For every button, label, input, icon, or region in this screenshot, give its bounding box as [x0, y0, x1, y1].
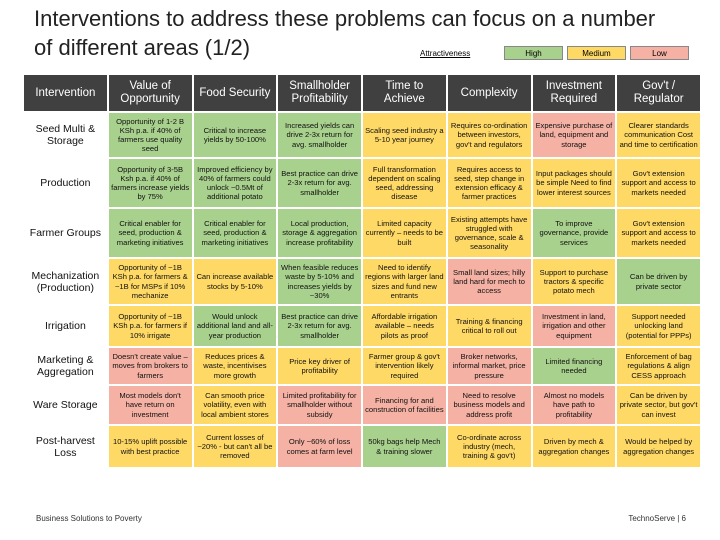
column-header: Smallholder Profitability	[278, 75, 361, 111]
legend-item: High	[504, 46, 563, 60]
footer-left: Business Solutions to Poverty	[36, 514, 142, 523]
column-header: Time to Achieve	[363, 75, 446, 111]
row-label: Marketing & Aggregation	[24, 348, 107, 384]
table-cell: Investment in land, irrigation and other…	[532, 306, 616, 346]
column-header: Complexity	[447, 75, 531, 111]
table-cell: Small land sizes; hilly land hard for me…	[447, 259, 531, 304]
row-label: Post-harvest Loss	[24, 426, 107, 467]
table-cell: Clearer standards communication Cost and…	[617, 113, 700, 157]
table-row: Irrigation Opportunity of ~1B KSh p.a. fo…	[24, 306, 700, 346]
table-cell: 50kg bags help Mech & training slower	[363, 426, 446, 467]
table-cell: Local production, storage & aggregation …	[278, 209, 361, 257]
table-cell: Training & financing critical to roll ou…	[447, 306, 531, 346]
row-label: Farmer Groups	[24, 209, 107, 257]
table-cell: Gov't extension support and access to ma…	[617, 209, 700, 257]
table-row: Ware Storage Most models don't have retur…	[24, 386, 700, 424]
table-cell: When feasible reduces waste by 5-10% and…	[278, 259, 361, 304]
table: Intervention Value of Opportunity Food Sec…	[22, 73, 702, 469]
table-row: Production Opportunity of 3-5B Ksh p.a. i…	[24, 159, 700, 207]
table-cell: Affordable irrigation available – needs …	[363, 306, 446, 346]
table-cell: Critical to increase yields by 50-100%	[193, 113, 277, 157]
table-cell: Only ~60% of loss comes at farm level	[278, 426, 361, 467]
row-label: Production	[24, 159, 107, 207]
column-header: Gov't / Regulator	[617, 75, 700, 111]
table-cell: Co-ordinate across industry (mech, train…	[447, 426, 531, 467]
row-label: Ware Storage	[24, 386, 107, 424]
table-cell: Scaling seed industry a 5-10 year journe…	[363, 113, 446, 157]
table-cell: Increased yields can drive 2-3x return f…	[278, 113, 361, 157]
legend-title: Attractiveness	[420, 48, 471, 58]
table-cell: Need to resolve business models and addr…	[447, 386, 531, 424]
column-header: Food Security	[193, 75, 277, 111]
table-cell: Limited profitability for smallholder wi…	[278, 386, 361, 424]
table-cell: Improved efficiency by 40% of farmers co…	[193, 159, 277, 207]
table-cell: Can increase available stocks by 5-10%	[193, 259, 277, 304]
table-cell: Would unlock additional land and all-yea…	[193, 306, 277, 346]
table-cell: Financing for and construction of facili…	[363, 386, 446, 424]
table-cell: Limited financing needed	[532, 348, 616, 384]
table-cell: Driven by mech & aggregation changes	[532, 426, 616, 467]
table-cell: Best practice can drive 2-3x return for …	[278, 306, 361, 346]
table-cell: Would be helped by aggregation changes	[617, 426, 700, 467]
table-cell: Support to purchase tractors & specific …	[532, 259, 616, 304]
column-header: Investment Required	[532, 75, 616, 111]
table-cell: Need to identify regions with larger lan…	[363, 259, 446, 304]
table-cell: Support needed unlocking land (potential…	[617, 306, 700, 346]
table-row: Mechanization (Production) Opportunity of…	[24, 259, 700, 304]
legend: Attractiveness High Medium Low	[420, 46, 689, 60]
footer-right: TechnoServe | 6	[628, 514, 686, 523]
legend-item: Low	[630, 46, 689, 60]
table-cell: Opportunity of ~1B KSh p.a. for farmers …	[108, 259, 192, 304]
table-cell: Almost no models have path to profitabil…	[532, 386, 616, 424]
table-cell: Best practice can drive 2-3x return for …	[278, 159, 361, 207]
table-row: Seed Multi & Storage Opportunity of 1-2 B…	[24, 113, 700, 157]
table-cell: 10-15% uplift possible with best practic…	[108, 426, 192, 467]
title: Interventions to address these problems …	[34, 6, 656, 60]
table-cell: Input packages should be simple Need to …	[532, 159, 616, 207]
row-label: Seed Multi & Storage	[24, 113, 107, 157]
table-cell: Requires co-ordination between investors…	[447, 113, 531, 157]
table-cell: Expensive purchase of land, equipment an…	[532, 113, 616, 157]
table-cell: Can be driven by private sector, but gov…	[617, 386, 700, 424]
table-cell: Reduces prices & waste, incentivises mor…	[193, 348, 277, 384]
row-label: Irrigation	[24, 306, 107, 346]
table-cell: To improve governance, provide services	[532, 209, 616, 257]
header-row: Intervention Value of Opportunity Food Sec…	[24, 75, 700, 111]
table-cell: Limited capacity currently – needs to be…	[363, 209, 446, 257]
table-row: Marketing & Aggregation Doesn't create va…	[24, 348, 700, 384]
row-label: Mechanization (Production)	[24, 259, 107, 304]
table-cell: Broker networks, informal market, price …	[447, 348, 531, 384]
table-cell: Existing attempts have struggled with go…	[447, 209, 531, 257]
table-cell: Requires access to seed, step change in …	[447, 159, 531, 207]
legend-item: Medium	[567, 46, 626, 60]
table-row: Post-harvest Loss 10-15% uplift possible …	[24, 426, 700, 467]
table-cell: Farmer group & gov't intervention likely…	[363, 348, 446, 384]
table-row: Farmer Groups Critical enabler for seed, …	[24, 209, 700, 257]
table-cell: Enforcement of bag regulations & align C…	[617, 348, 700, 384]
table-cell: Critical enabler for seed, production & …	[108, 209, 192, 257]
table-cell: Most models don't have return on investm…	[108, 386, 192, 424]
table-cell: Opportunity of 1-2 B KSh p.a. if 40% of …	[108, 113, 192, 157]
table-cell: Opportunity of 3-5B Ksh p.a. if 40% of f…	[108, 159, 192, 207]
table-cell: Can be driven by private sector	[617, 259, 700, 304]
table-cell: Full transformation dependent on scaling…	[363, 159, 446, 207]
column-header: Intervention	[24, 75, 107, 111]
table-cell: Price key driver of profitability	[278, 348, 361, 384]
table-cell: Current losses of ~20% - but can't all b…	[193, 426, 277, 467]
column-header: Value of Opportunity	[108, 75, 192, 111]
table-cell: Critical enabler for seed, production & …	[193, 209, 277, 257]
table-cell: Doesn't create value – moves from broker…	[108, 348, 192, 384]
table-cell: Opportunity of ~1B KSh p.a. for farmers …	[108, 306, 192, 346]
table-cell: Gov't extension support and access to ma…	[617, 159, 700, 207]
table-cell: Can smooth price volatility, even with l…	[193, 386, 277, 424]
